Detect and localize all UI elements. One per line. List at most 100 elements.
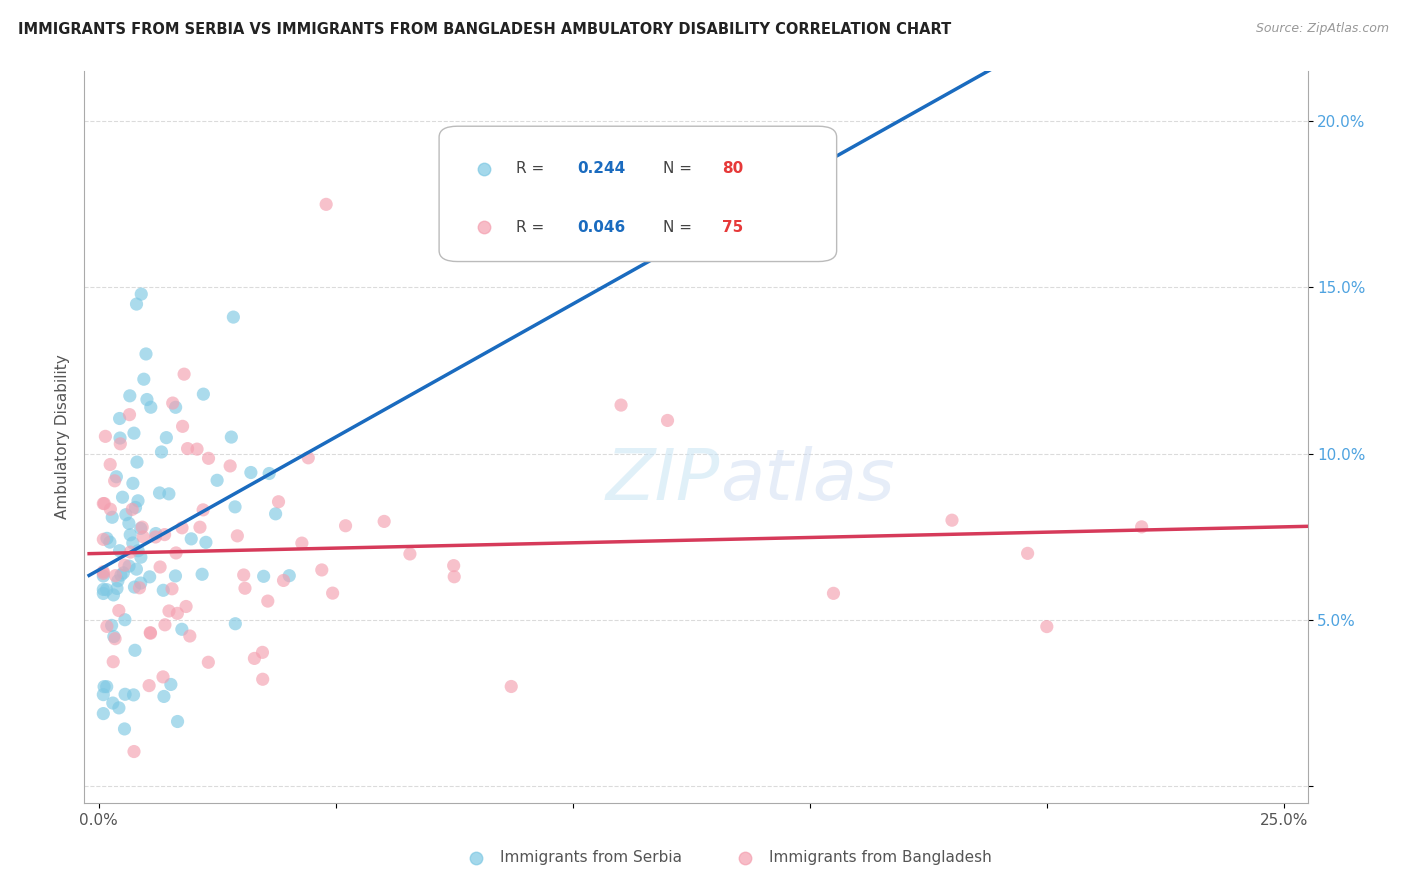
Point bbox=[501, 680, 523, 694]
Point bbox=[165, 401, 187, 415]
Point bbox=[122, 426, 145, 441]
Point bbox=[108, 543, 131, 558]
Point bbox=[93, 680, 115, 694]
Point bbox=[224, 616, 246, 631]
Point bbox=[135, 347, 157, 361]
Point bbox=[252, 645, 274, 659]
Point bbox=[179, 629, 201, 643]
Text: R =: R = bbox=[516, 161, 550, 176]
Point bbox=[114, 613, 136, 627]
Point bbox=[157, 487, 180, 501]
Point bbox=[222, 310, 245, 324]
Point bbox=[131, 520, 153, 534]
Point bbox=[239, 466, 262, 480]
Text: Immigrants from Serbia: Immigrants from Serbia bbox=[501, 850, 682, 865]
Point bbox=[91, 569, 114, 583]
Point bbox=[115, 508, 138, 522]
Point bbox=[373, 515, 395, 529]
Point bbox=[166, 714, 188, 729]
Point bbox=[311, 563, 333, 577]
Point bbox=[138, 570, 160, 584]
Point bbox=[174, 599, 197, 614]
Point bbox=[1036, 619, 1059, 633]
Point bbox=[145, 526, 167, 541]
Point bbox=[104, 474, 127, 488]
Point bbox=[335, 518, 357, 533]
Point bbox=[127, 543, 149, 558]
Point bbox=[96, 619, 118, 633]
Point bbox=[257, 467, 280, 481]
Point bbox=[122, 476, 145, 491]
Point bbox=[114, 687, 136, 701]
Point bbox=[153, 617, 176, 632]
Point bbox=[139, 401, 162, 415]
Point bbox=[139, 625, 162, 640]
Point bbox=[136, 392, 159, 407]
Point bbox=[112, 566, 135, 580]
Point bbox=[122, 745, 145, 759]
Point bbox=[101, 696, 124, 710]
Point bbox=[297, 450, 319, 465]
Point bbox=[91, 582, 114, 597]
Text: atlas: atlas bbox=[720, 447, 896, 516]
Point bbox=[191, 503, 214, 517]
Point bbox=[941, 513, 963, 527]
Point bbox=[110, 568, 132, 582]
Point bbox=[165, 569, 187, 583]
Point bbox=[91, 586, 114, 600]
Text: 75: 75 bbox=[721, 219, 742, 235]
Text: 80: 80 bbox=[721, 161, 742, 176]
Point bbox=[233, 581, 256, 595]
FancyBboxPatch shape bbox=[439, 126, 837, 261]
Point bbox=[114, 558, 136, 573]
Point bbox=[176, 442, 198, 456]
Point bbox=[243, 651, 266, 665]
Point bbox=[120, 528, 142, 542]
Point bbox=[221, 430, 243, 444]
Point bbox=[104, 632, 127, 646]
Point bbox=[118, 516, 141, 531]
Point bbox=[124, 643, 146, 657]
Point bbox=[98, 535, 121, 549]
Point bbox=[273, 574, 295, 588]
Point bbox=[232, 568, 254, 582]
Point bbox=[155, 431, 177, 445]
Point bbox=[224, 500, 246, 514]
Point bbox=[124, 580, 146, 594]
Point bbox=[129, 550, 152, 565]
Y-axis label: Ambulatory Disability: Ambulatory Disability bbox=[55, 355, 70, 519]
Point bbox=[322, 586, 344, 600]
Point bbox=[93, 497, 115, 511]
Point bbox=[657, 413, 679, 427]
Point bbox=[256, 594, 278, 608]
Point bbox=[253, 569, 276, 583]
Point bbox=[170, 521, 193, 535]
Point bbox=[264, 507, 287, 521]
Point bbox=[186, 442, 208, 457]
Point bbox=[129, 521, 152, 535]
Point bbox=[823, 586, 845, 600]
Text: N =: N = bbox=[664, 161, 697, 176]
Point bbox=[443, 570, 465, 584]
Point bbox=[152, 670, 174, 684]
Text: ZIP: ZIP bbox=[606, 447, 720, 516]
Point bbox=[107, 574, 129, 588]
Point bbox=[120, 545, 142, 559]
Point bbox=[252, 672, 274, 686]
Point bbox=[91, 688, 114, 702]
Point bbox=[124, 500, 146, 515]
Point bbox=[118, 389, 141, 403]
Point bbox=[122, 688, 145, 702]
Text: N =: N = bbox=[664, 219, 697, 235]
Point bbox=[94, 429, 117, 443]
Point bbox=[443, 558, 465, 573]
Point bbox=[157, 604, 180, 618]
Point bbox=[125, 455, 148, 469]
Point bbox=[278, 568, 301, 582]
Point bbox=[173, 367, 195, 381]
Point bbox=[219, 458, 242, 473]
Point bbox=[103, 655, 125, 669]
Point bbox=[96, 582, 118, 597]
Point bbox=[1017, 546, 1039, 560]
Point bbox=[148, 486, 170, 500]
